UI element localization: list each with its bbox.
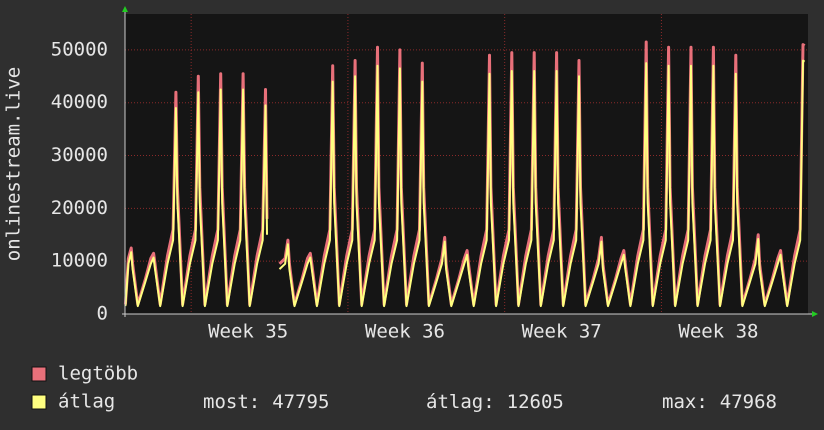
stat-value: 47968: [720, 391, 777, 413]
stat-value: 12605: [507, 391, 564, 413]
axis-arrow: [812, 311, 818, 317]
x-tick-label: Week 37: [522, 321, 602, 343]
x-tick-label: Week 38: [678, 321, 758, 343]
stat-value: 47795: [272, 391, 329, 413]
legend-swatch: [31, 366, 47, 382]
y-tick-label: 50000: [51, 38, 108, 60]
y-tick-label: 40000: [51, 91, 108, 113]
stat: max: 47968: [662, 391, 777, 413]
series-line: [124, 59, 806, 308]
stat: átlag: 12605: [426, 391, 564, 413]
stat-label: max:: [662, 391, 708, 413]
legend-label: átlag: [58, 391, 115, 413]
y-tick-label: 20000: [51, 197, 108, 219]
legend-label: legtöbb: [58, 363, 138, 385]
y-tick-label: 10000: [51, 250, 108, 272]
legend-swatch: [31, 394, 47, 410]
x-tick-label: Week 36: [365, 321, 445, 343]
x-tick-label: Week 35: [208, 321, 288, 343]
stat-label: most:: [203, 391, 260, 413]
y-tick-label: 30000: [51, 144, 108, 166]
stat: most: 47795: [203, 391, 329, 413]
y-axis-label: onlinestream.live: [3, 67, 25, 261]
stat-label: átlag:: [426, 391, 495, 413]
plot-area: [125, 14, 808, 314]
y-tick-label: 0: [97, 303, 108, 325]
axis-arrow: [122, 6, 128, 12]
